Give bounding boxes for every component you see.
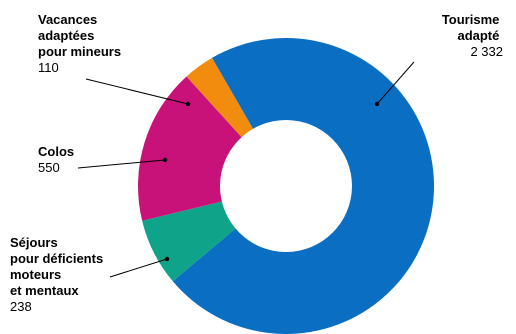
label-sejours-line-4: et mentaux [10, 283, 79, 298]
value-sejours-deficients: 238 [10, 299, 32, 314]
label-colos-line-1: Colos [38, 144, 74, 159]
value-colos: 550 [38, 160, 60, 175]
leader-colos [77, 159, 166, 169]
label-vacances-mineurs-line-2: adaptées [38, 28, 94, 43]
leader-lines [77, 61, 415, 278]
value-vacances-mineurs: 110 [38, 60, 59, 75]
leader-vacances-mineurs [85, 78, 189, 105]
label-sejours-deficients: Séjours pour déficients moteurs et menta… [10, 235, 107, 314]
label-vacances-mineurs-line-1: Vacances [38, 12, 97, 27]
label-colos: Colos 550 [38, 144, 78, 175]
leader-sejours-deficients-dot [164, 256, 170, 262]
donut-hole [220, 120, 352, 252]
label-tourisme-adapte-line-1: Tourisme [442, 12, 500, 27]
label-sejours-line-1: Séjours [10, 235, 58, 250]
label-tourisme-adapte: Tourisme adapté 2 332 [442, 12, 503, 59]
label-vacances-mineurs: Vacances adaptées pour mineurs 110 [38, 12, 125, 75]
value-tourisme-adapte: 2 332 [470, 44, 503, 59]
leader-sejours-deficients [109, 258, 168, 278]
leader-vacances-mineurs-dot [185, 101, 191, 107]
label-sejours-line-3: moteurs [10, 267, 61, 282]
label-vacances-mineurs-line-3: pour mineurs [38, 44, 121, 59]
label-sejours-line-2: pour déficients [10, 251, 103, 266]
leader-tourisme-adapte [376, 61, 415, 105]
leader-tourisme-adapte-dot [374, 101, 380, 107]
leader-colos-dot [162, 157, 168, 163]
label-tourisme-adapte-line-2: adapté [457, 28, 499, 43]
